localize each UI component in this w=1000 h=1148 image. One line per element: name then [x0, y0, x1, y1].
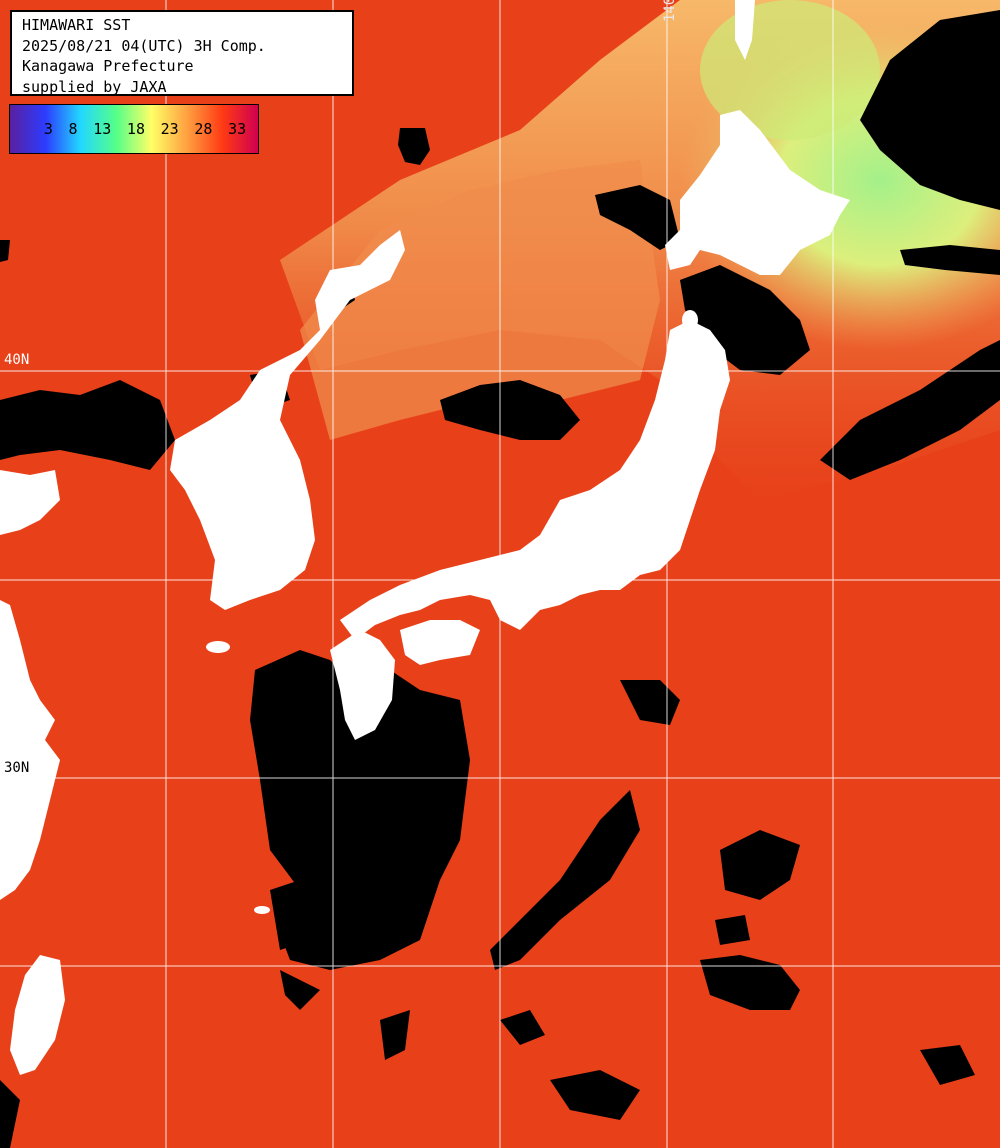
- title-box: HIMAWARI SST 2025/08/21 04(UTC) 3H Comp.…: [10, 10, 354, 96]
- timestamp-line: 2025/08/21 04(UTC) 3H Comp.: [22, 36, 266, 55]
- legend-tick: 13: [93, 120, 112, 138]
- land: [0, 0, 850, 1075]
- cloud-cover: [0, 10, 1000, 1148]
- legend-tick: 23: [160, 120, 179, 138]
- legend-tick: 28: [194, 120, 213, 138]
- color-scale-legend: 3 8 13 18 23 28 33: [9, 104, 259, 154]
- legend-tick: 33: [228, 120, 247, 138]
- legend-tick: 8: [68, 120, 78, 138]
- ocean-sea-of-japan: [300, 160, 660, 440]
- lat-label-30n: 30N: [4, 760, 30, 776]
- region-line: Kanagawa Prefecture: [22, 57, 194, 75]
- lon-label-140e: 140E: [662, 0, 678, 22]
- legend-tick: 18: [126, 120, 145, 138]
- lat-label-40n: 40N: [4, 352, 30, 368]
- title-line: HIMAWARI SST: [22, 16, 131, 34]
- credit-line: supplied by JAXA: [22, 77, 167, 96]
- legend-tick: 3: [43, 120, 53, 138]
